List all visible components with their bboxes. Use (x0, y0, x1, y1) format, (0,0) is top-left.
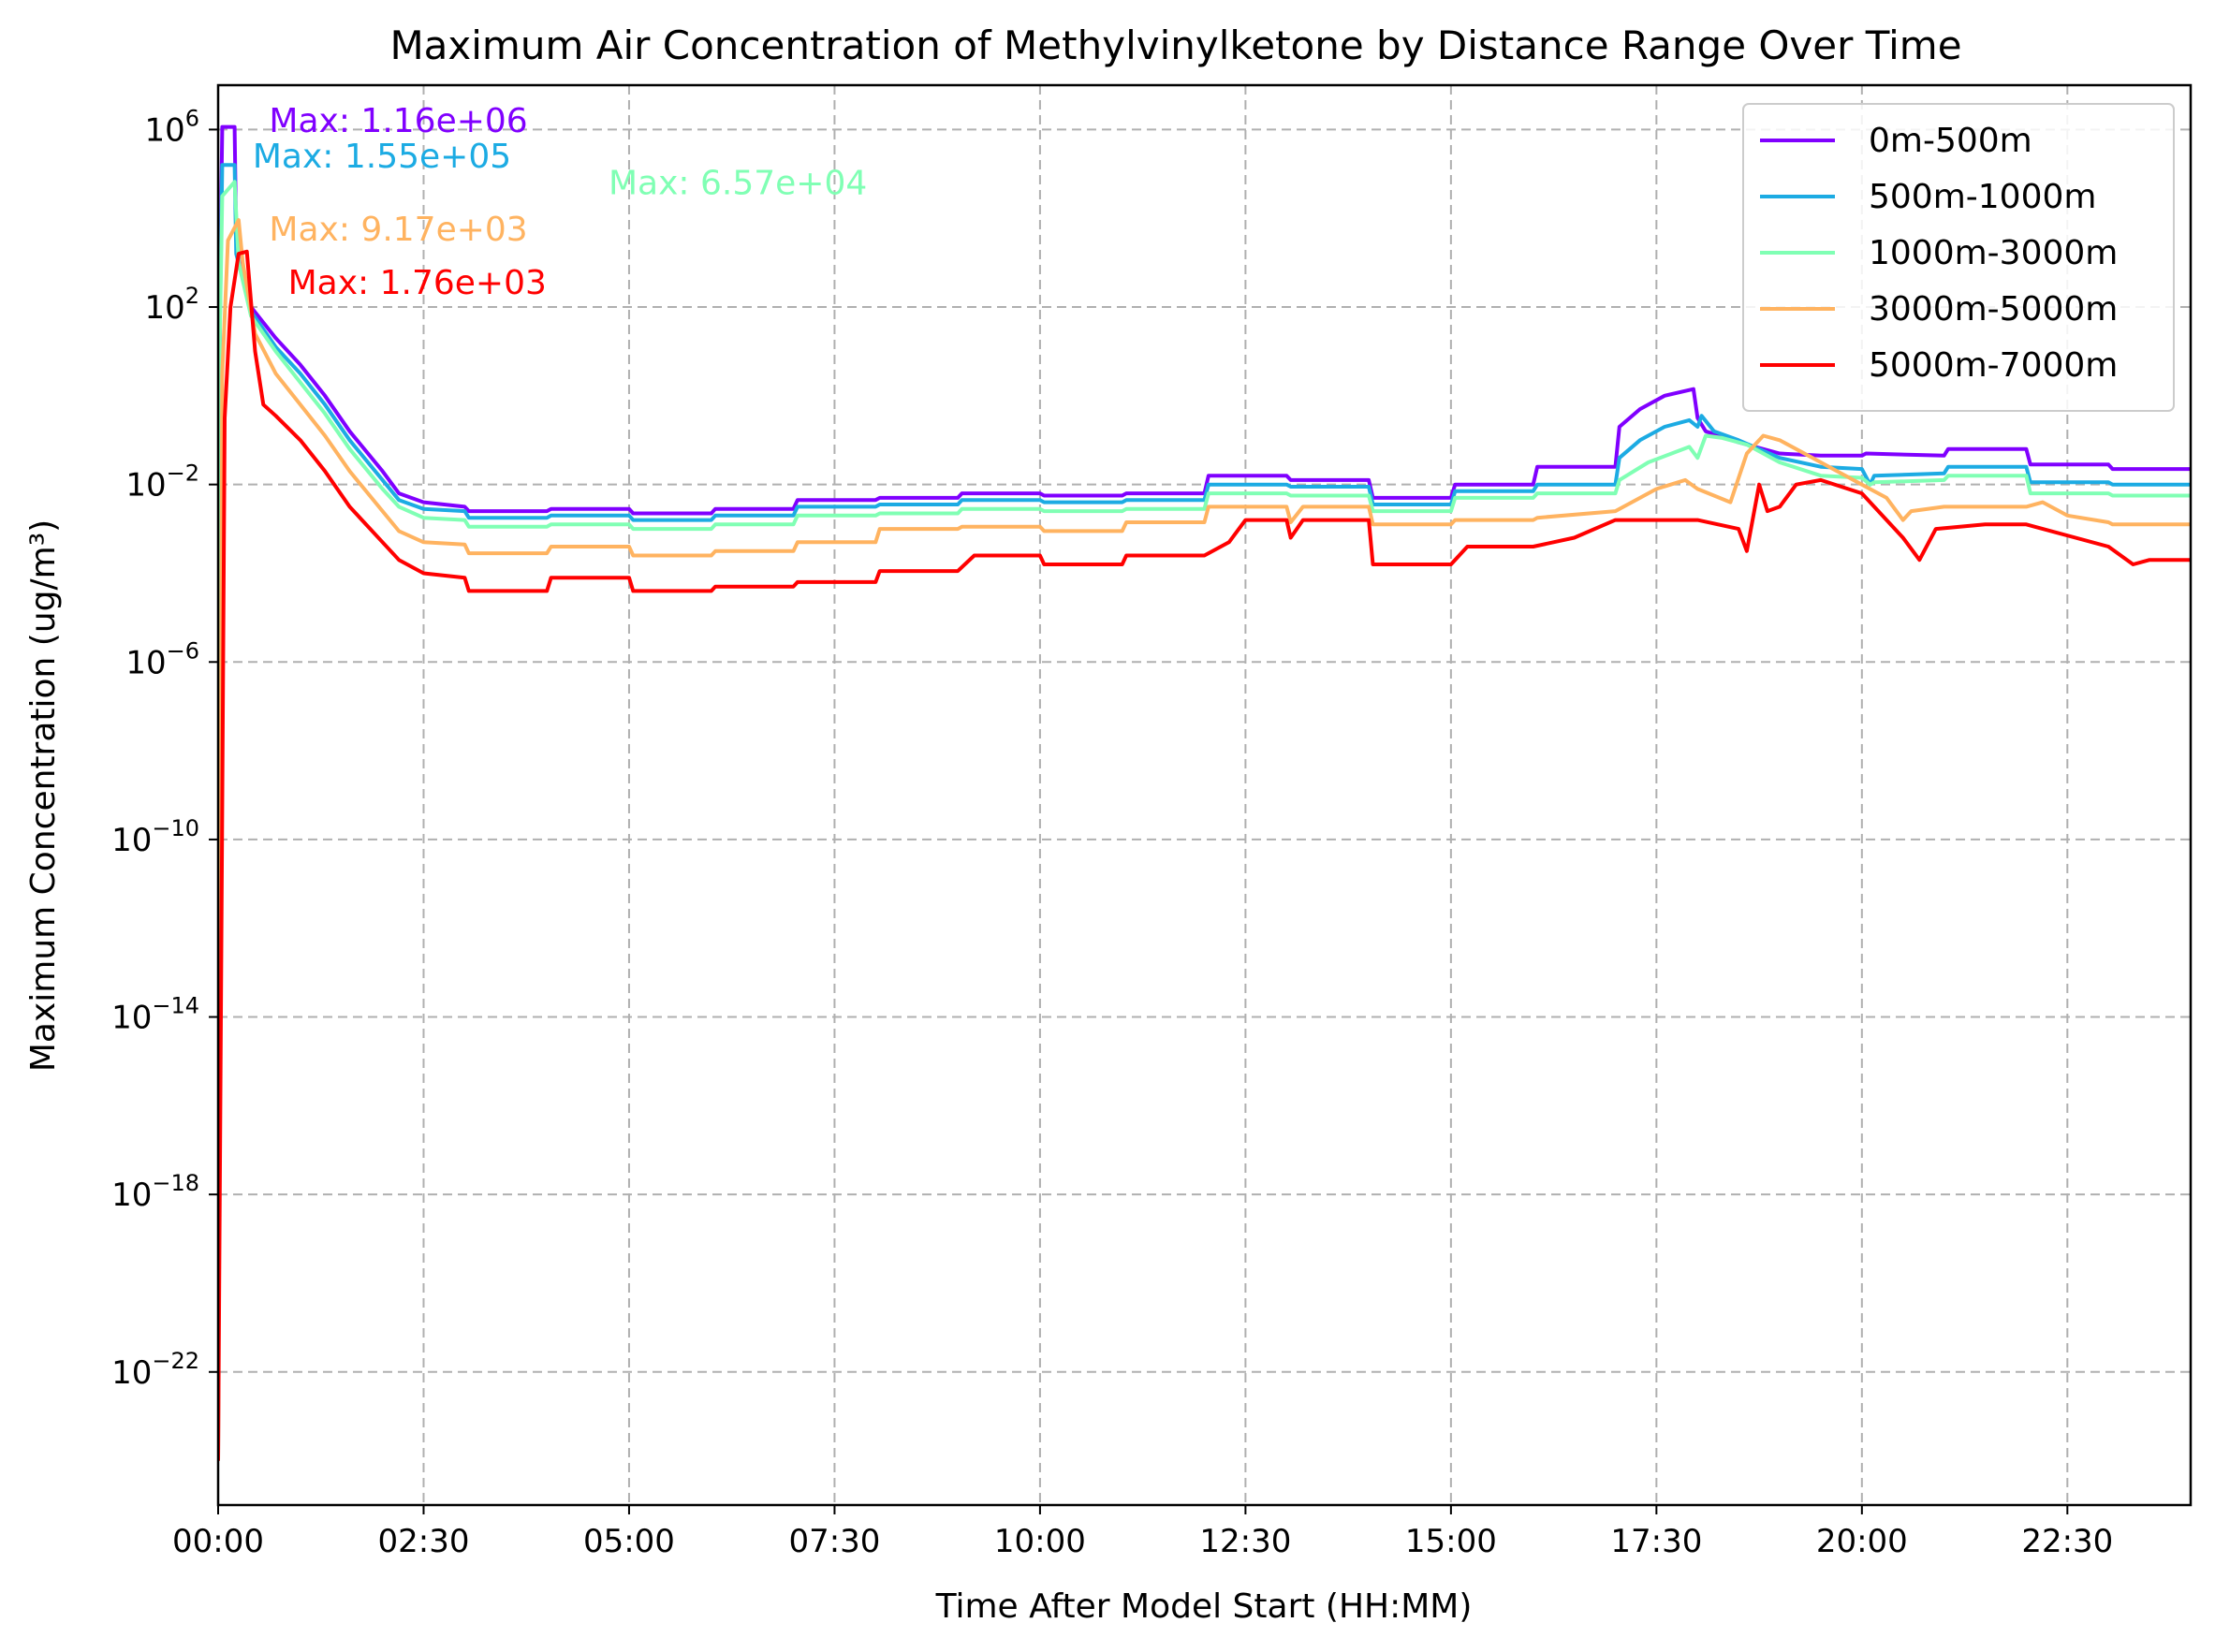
max-label-3000m-5000m: Max: 9.17e+03 (269, 211, 527, 249)
legend-label-0m-500m: 0m-500m (1869, 122, 2032, 160)
legend-label-500m-1000m: 500m-1000m (1869, 178, 2096, 216)
y-tick-label: 10−18 (111, 1170, 199, 1214)
x-tick-label: 05:00 (583, 1523, 675, 1560)
x-tick-label: 20:00 (1816, 1523, 1908, 1560)
x-tick-label: 17:30 (1610, 1523, 1702, 1560)
chart-title: Maximum Air Concentration of Methylvinyl… (389, 22, 1961, 68)
y-tick-label: 10−10 (111, 815, 199, 859)
max-label-5000m-7000m: Max: 1.76e+03 (288, 264, 547, 302)
series-line-1000m-3000m (218, 180, 2191, 1461)
plot-frame (216, 83, 2193, 1507)
max-label-1000m-3000m: Max: 6.57e+04 (609, 164, 867, 202)
max-label-500m-1000m: Max: 1.55e+05 (253, 138, 511, 176)
x-tick-label: 10:00 (994, 1523, 1086, 1560)
series-line-5000m-7000m (218, 249, 2191, 1461)
x-tick-label: 12:30 (1199, 1523, 1291, 1560)
series-line-500m-1000m (218, 163, 2191, 1461)
x-tick-label: 22:30 (2021, 1523, 2113, 1560)
legend-label-1000m-3000m: 1000m-3000m (1869, 234, 2118, 272)
x-tick-label: 15:00 (1405, 1523, 1497, 1560)
y-tick-label: 10−14 (111, 993, 199, 1037)
legend-label-3000m-5000m: 3000m-5000m (1869, 290, 2118, 329)
y-tick-label: 10−22 (111, 1348, 199, 1392)
grid (218, 85, 2191, 1505)
series-line-3000m-5000m (218, 218, 2191, 1461)
y-tick-label: 10−2 (125, 461, 199, 504)
legend: 0m-500m 500m-1000m 1000m-3000m 3000m-5000m 5… (1742, 103, 2175, 412)
legend-box (1742, 103, 2175, 412)
y-tick-label: 102 (144, 283, 199, 327)
x-axis-label: Time After Model Start (HH:MM) (935, 1587, 1473, 1626)
y-axis-ticks: 106 102 10−2 10−6 10−10 10−14 10−18 10−22 (111, 105, 218, 1392)
y-axis-label: Maximum Concentration (ug/m³) (24, 519, 63, 1072)
x-tick-label: 07:30 (788, 1523, 880, 1560)
x-tick-label: 00:00 (172, 1523, 264, 1560)
x-axis-ticks: 00:00 02:30 05:00 07:30 10:00 12:30 15:00 17:30… (172, 1505, 2113, 1560)
legend-label-5000m-7000m: 5000m-7000m (1869, 346, 2118, 385)
max-label-0m-500m: Max: 1.16e+06 (269, 102, 527, 140)
x-tick-label: 02:30 (377, 1523, 469, 1560)
y-tick-label: 10−6 (125, 637, 199, 681)
series-layer (218, 124, 2191, 1461)
y-tick-label: 106 (144, 105, 199, 149)
series-line-0m-500m (218, 124, 2191, 1461)
